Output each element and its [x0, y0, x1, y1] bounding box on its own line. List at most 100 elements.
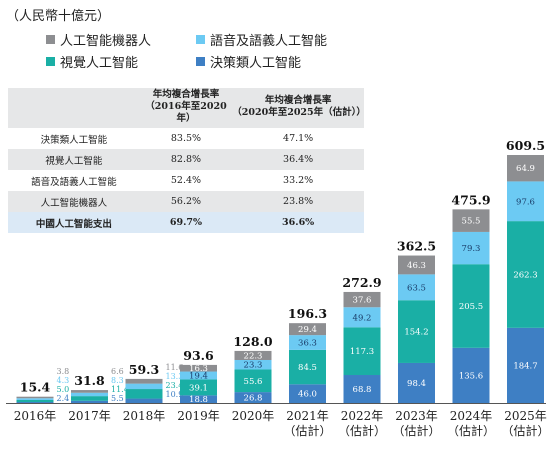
bar-segment: [507, 181, 544, 222]
cagr-row-name: 語音及語義人工智能: [31, 176, 117, 188]
data-label: 26.8: [244, 394, 263, 404]
data-label: 68.8: [353, 385, 372, 395]
data-label: 154.2: [404, 328, 428, 338]
bar-segment: [71, 392, 108, 397]
legend-item-speech: 語音及語義人工智能: [196, 30, 327, 49]
total-label: 609.5: [506, 138, 545, 153]
data-label: 29.4: [298, 325, 317, 335]
data-label: 11.6: [166, 363, 184, 372]
data-label: 64.9: [516, 164, 535, 174]
bar-segment: [234, 350, 272, 360]
legend-swatch: [196, 35, 205, 44]
data-label: 19.4: [189, 371, 208, 381]
x-tick-label: 2019年: [177, 409, 220, 423]
bar-segment: [16, 402, 54, 403]
x-tick-label: 2023年: [395, 409, 438, 423]
total-label: 15.4: [20, 380, 51, 395]
cagr-header-2016-2020: 年均複合增長率 （2016年至2020年）: [139, 88, 233, 128]
total-label: 31.8: [74, 373, 105, 388]
cagr-value-2016-2020: 83.5%: [170, 133, 202, 144]
cagr-row: 決策類人工智能 83.5% 47.1%: [8, 128, 364, 149]
x-tick-label: （估計）: [338, 423, 386, 438]
data-label: 23.4: [166, 381, 184, 390]
bar-segment: [234, 392, 272, 403]
x-tick-label: 2022年: [341, 409, 384, 423]
data-label: 262.3: [513, 270, 537, 280]
total-label: 196.3: [288, 306, 327, 321]
bar-segment: [125, 378, 163, 384]
total-label: 93.6: [183, 348, 214, 363]
bar-segment: [16, 399, 54, 403]
bar-segment: [452, 209, 490, 232]
cagr-row-total: 中國人工智能支出 69.7% 36.6%: [8, 212, 364, 233]
data-label: 6.6: [111, 367, 124, 376]
x-tick-label: 2017年: [68, 409, 111, 423]
bar-segment: [343, 307, 381, 328]
data-label: 4.3: [57, 376, 70, 385]
data-label: 84.5: [298, 363, 317, 373]
bar-segment: [125, 389, 163, 399]
legend-item-robots: 人工智能機器人: [46, 30, 151, 49]
x-tick-label: 2020年: [232, 409, 275, 423]
legend-swatch: [196, 57, 205, 66]
cagr-row-name: 決策類人工智能: [40, 134, 108, 146]
cagr-value-2020-2025: 23.8%: [232, 191, 364, 212]
total-label: 362.5: [397, 239, 436, 254]
total-label: 59.3: [129, 362, 159, 377]
legend-label: 人工智能機器人: [60, 34, 152, 49]
bar-segment: [289, 335, 326, 350]
legend-label: 決策類人工智能: [210, 56, 302, 71]
legend-item-vision: 視覺人工智能: [46, 52, 138, 71]
x-tick-label: （估計）: [447, 423, 495, 438]
cagr-row-name: 人工智能機器人: [8, 191, 140, 212]
data-label: 117.3: [350, 347, 374, 357]
bar-segment: [452, 347, 490, 403]
cagr-value-2020-2025: 33.2%: [283, 175, 314, 186]
data-label: 63.5: [407, 283, 426, 293]
x-tick-label: 2016年: [14, 409, 57, 423]
data-label: 46.3: [407, 261, 426, 271]
legend-label: 視覺人工智能: [60, 56, 139, 71]
x-tick-label: 2025年: [504, 409, 547, 423]
bar-segment: [125, 383, 163, 390]
total-label: 475.9: [451, 192, 490, 207]
x-tick-label: （估計）: [501, 423, 549, 438]
data-label: 16.3: [189, 364, 208, 374]
data-label: 205.5: [459, 302, 483, 312]
cagr-row-name: 視覺人工智能: [8, 149, 140, 170]
bar-segment: [289, 323, 326, 336]
data-label: 55.5: [462, 217, 481, 227]
cagr-value-2016-2020: 52.4%: [170, 175, 202, 186]
data-label: 55.6: [244, 377, 263, 387]
data-label: 184.7: [513, 361, 537, 371]
total-label: 128.0: [233, 334, 272, 349]
x-tick-label: （估計）: [283, 423, 331, 438]
bar-segment: [180, 371, 217, 380]
data-label: 39.1: [189, 383, 208, 393]
bar-segment: [234, 359, 272, 370]
bar-segment: [71, 390, 108, 393]
bar-segment: [234, 369, 272, 393]
cagr-row: 人工智能機器人 56.2% 23.8%: [8, 191, 364, 212]
bar-segment: [289, 384, 326, 403]
data-label: 37.6: [353, 296, 372, 306]
cagr-value-2016-2020: 82.8%: [139, 149, 233, 170]
bar-segment: [343, 291, 381, 308]
x-tick-label: 2024年: [450, 409, 493, 423]
bar-segment: [289, 349, 326, 385]
cagr-row-name: 中國人工智能支出: [8, 212, 140, 233]
data-label: 5.0: [57, 385, 70, 394]
bar-segment: [398, 274, 435, 301]
x-tick-label: 2018年: [123, 409, 166, 423]
data-label: 3.8: [57, 367, 70, 376]
cagr-table: 年均複合增長率 （2016年至2020年） 年均複合增長率 （2020年至202…: [8, 88, 366, 233]
bar-segment: [452, 231, 490, 265]
cagr-header-blank: [8, 88, 140, 128]
data-label: 5.5: [111, 394, 124, 403]
bar-segment: [343, 375, 381, 403]
legend-swatch: [46, 57, 55, 66]
bar-segment: [125, 398, 163, 403]
data-label: 23.3: [244, 361, 263, 371]
bar-segment: [180, 364, 217, 372]
